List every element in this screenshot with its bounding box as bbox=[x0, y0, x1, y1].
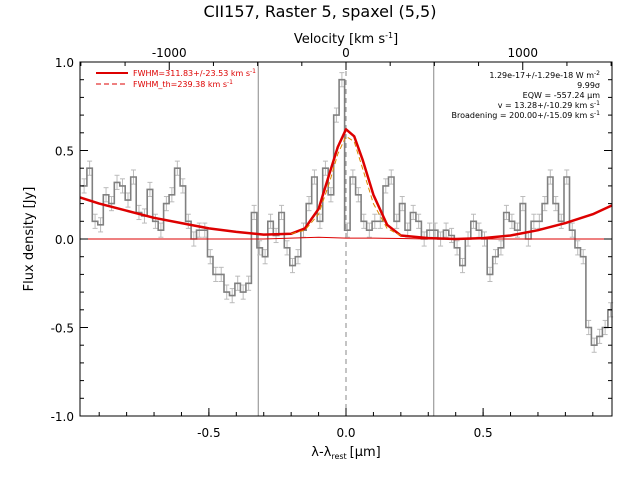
plot-frame bbox=[79, 61, 613, 417]
x-tick-label: -0.5 bbox=[197, 426, 220, 440]
top-tick-label: 1000 bbox=[507, 46, 538, 60]
y-tick-label: -0.5 bbox=[51, 322, 74, 336]
fit-annotation: EQW = -557.24 μm bbox=[523, 91, 601, 100]
series-total-fit-continuum-line bbox=[79, 128, 613, 241]
series-line-only-continuum-subtracted bbox=[80, 236, 612, 240]
y-tick-label: -1.0 bbox=[51, 410, 74, 424]
x-tick-label: 0.5 bbox=[474, 426, 493, 440]
fit-annotation: 9.99σ bbox=[577, 81, 600, 90]
series-thermal-broadening-profile bbox=[291, 135, 402, 236]
fit-annotation: v = 13.28+/-10.29 km s-1 bbox=[498, 100, 600, 110]
legend-label: FWHM=311.83+/-23.53 km s-1 bbox=[133, 68, 256, 78]
y-axis-label: Flux density [Jy] bbox=[22, 187, 37, 292]
fit-annotation: 1.29e-17+/-1.29e-18 W m-2 bbox=[489, 70, 600, 80]
legend: FWHM=311.83+/-23.53 km s-1FWHM_th=239.38… bbox=[96, 68, 256, 89]
y-tick-label: 0.5 bbox=[55, 145, 74, 159]
x-tick-label: 0.0 bbox=[336, 426, 355, 440]
axis-ticks: -0.5 0.0 0.5 -1.0 -0.5 0.0 0.5 1.0 -1000 0 1000 bbox=[51, 46, 612, 440]
x-axis-label: λ-λrest [μm] bbox=[311, 445, 381, 461]
fit-annotation: Broadening = 200.00+/-15.09 km s-1 bbox=[452, 110, 601, 120]
data-series bbox=[79, 78, 613, 346]
y-tick-label: 0.0 bbox=[55, 233, 74, 247]
chart-title: CII157, Raster 5, spaxel (5,5) bbox=[204, 2, 437, 21]
legend-label: FWHM_th=239.38 km s-1 bbox=[133, 79, 233, 89]
series-observed-spectrum bbox=[81, 78, 612, 346]
top-tick-label: -1000 bbox=[152, 46, 187, 60]
y-tick-label: 1.0 bbox=[55, 56, 74, 70]
top-tick-label: 0 bbox=[342, 46, 350, 60]
top-axis-label: Velocity [km s-1] bbox=[294, 31, 398, 47]
